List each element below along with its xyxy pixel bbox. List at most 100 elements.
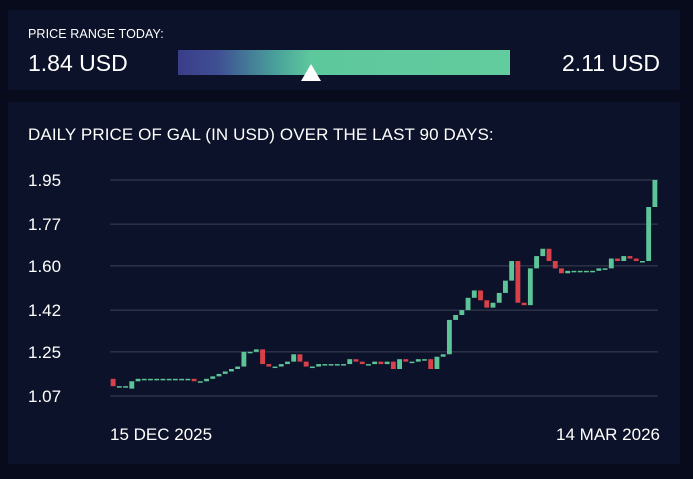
candle [515,261,521,303]
candle [384,361,390,365]
candle [478,290,483,301]
candle [328,364,334,366]
candle [415,359,421,362]
y-tick-label: 1.25 [28,343,61,362]
candle [596,268,602,271]
candle [303,361,309,367]
candle [496,292,502,303]
price-chart-panel: 1.95 1.77 1.60 1.42 1.25 1.07 DAILY PRICE OF … [8,102,680,464]
candle [521,302,527,306]
candle [297,354,303,362]
candle [204,378,209,382]
candle [241,351,247,367]
candle [116,386,122,388]
candle [272,366,278,369]
candle [347,359,353,365]
candle [191,378,197,382]
range-current-marker-icon [300,64,321,81]
y-tick-label: 1.07 [28,387,61,406]
candle [509,261,515,281]
candle [216,373,222,377]
range-high-value: 2.11 USD [561,50,660,76]
candle [110,378,116,387]
candle [291,354,297,362]
candle [266,364,272,367]
candle [278,364,284,367]
candle [490,302,496,308]
candle [534,256,539,269]
candle [602,268,608,270]
candle [577,270,583,273]
candle [615,258,620,261]
candle [459,310,465,315]
candle [540,248,546,257]
candle [403,359,409,362]
candle [565,270,571,274]
candle [322,364,328,366]
candle [621,256,627,261]
candle [372,361,378,365]
candle [409,361,415,364]
candle [154,378,160,381]
candle [309,366,315,369]
candle [123,386,128,388]
candle [185,378,191,381]
candle [141,378,147,381]
candle [285,361,290,365]
y-tick-label: 1.42 [28,301,61,320]
candle [465,297,471,311]
candle [640,261,645,263]
candle [341,364,346,366]
candle [590,270,596,273]
y-tick-label: 1.95 [28,171,61,190]
candle [571,270,577,273]
candle [471,290,477,298]
price-range-label: PRICE RANGE TODAY: [28,27,164,41]
candle [503,280,508,293]
candle [129,381,135,389]
candle [652,180,658,207]
candle [197,381,203,383]
y-tick-label: 1.60 [28,257,61,276]
y-tick-label: 1.77 [28,215,61,234]
candle [253,349,259,352]
candle [135,378,141,382]
candle [633,258,639,261]
candle [390,361,396,369]
candle [434,356,440,369]
candle [229,369,234,372]
candle [166,378,172,381]
candle [453,315,459,320]
range-gradient-bar [178,50,510,75]
candle [646,207,652,261]
candle [422,359,427,361]
candle [359,361,365,365]
candle [334,364,340,366]
candle [366,364,371,366]
candle [179,378,185,381]
candle [222,371,228,374]
candle [552,261,558,269]
candle [608,258,614,269]
price-range-panel: PRICE RANGE TODAY: 1.84 USD 2.11 USD [8,10,680,90]
candle [210,376,216,379]
candle [316,364,322,367]
candlestick-chart: 1.95 1.77 1.60 1.42 1.25 1.07 [28,171,658,406]
candle [627,256,633,259]
candle [446,319,452,355]
candle [172,378,178,381]
candle [160,378,166,381]
candle [260,349,265,365]
candle [378,361,384,365]
x-end-date-label: 14 MAR 2026 [556,425,660,444]
candle [148,378,153,381]
candle [484,300,490,308]
candle [428,359,434,369]
candle [235,366,241,369]
chart-title: DAILY PRICE OF GAL (IN USD) OVER THE LAS… [28,125,494,144]
candle [440,354,446,357]
candle [546,248,552,261]
candle [353,359,359,362]
candle [583,270,589,273]
candle [397,359,402,369]
